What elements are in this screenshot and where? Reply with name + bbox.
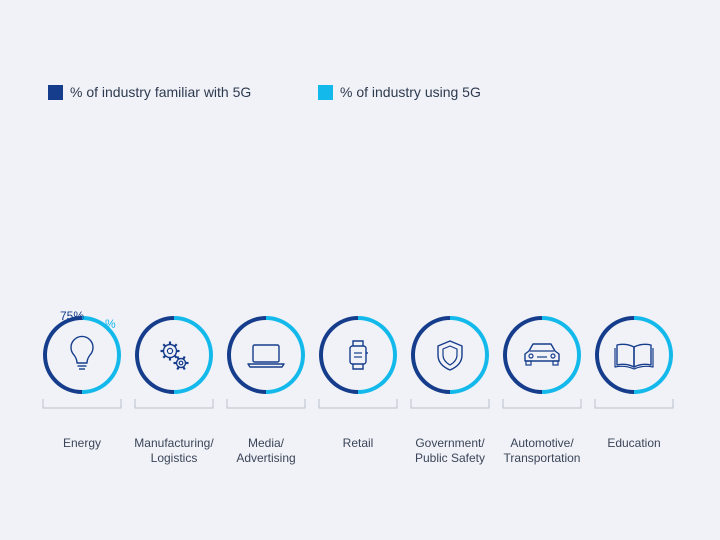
category-label-4: Government/ Public Safety: [414, 436, 486, 465]
legend-item-using: % of industry using 5G: [318, 84, 481, 100]
bracket-6: [594, 399, 674, 409]
smartwatch-icon: [349, 340, 368, 370]
arc-using-0: [81, 316, 121, 394]
donut-chart: 75%%: [42, 309, 674, 409]
donut-1: [134, 316, 214, 409]
annotation-familiar-energy: 75%: [60, 309, 84, 323]
bracket-1: [134, 399, 214, 409]
gears-icon: [160, 341, 189, 371]
arc-using-6: [633, 316, 673, 394]
arc-using-2: [265, 316, 305, 394]
book-icon: [614, 343, 654, 370]
category-label-6: Education: [607, 436, 661, 450]
legend-swatch-using: [318, 84, 333, 100]
bracket-3: [318, 399, 398, 409]
arc-using-1: [173, 316, 213, 394]
arc-familiar-2: [227, 316, 267, 394]
donut-4: [410, 316, 490, 409]
bracket-4: [410, 399, 490, 409]
category-label-0: Energy: [62, 436, 102, 450]
arc-familiar-3: [319, 316, 359, 394]
donut-0: [42, 316, 122, 409]
bracket-0: [42, 399, 122, 409]
lightbulb-icon: [70, 335, 94, 370]
legend-swatch-familiar: [48, 84, 63, 100]
arc-familiar-4: [411, 316, 451, 394]
legend-label-familiar: % of industry familiar with 5G: [70, 84, 252, 100]
donut-5: [502, 316, 582, 409]
category-label-1: Manufacturing/ Logistics: [134, 436, 214, 465]
arc-familiar-5: [503, 316, 543, 394]
arc-using-3: [357, 316, 397, 394]
legend-item-familiar: % of industry familiar with 5G: [48, 84, 251, 100]
arc-familiar-1: [135, 316, 175, 394]
category-label-5: Automotive/ Transportation: [503, 436, 581, 465]
legend: % of industry familiar with 5G % of indu…: [48, 84, 688, 104]
arc-using-4: [449, 316, 489, 394]
arc-familiar-6: [595, 316, 635, 394]
donut-3: [318, 316, 398, 409]
category-label-2: Media/ Advertising: [236, 436, 296, 465]
arc-using-5: [541, 316, 581, 394]
car-icon: [524, 343, 560, 366]
shield-icon: [437, 340, 463, 371]
arc-familiar-0: [43, 316, 83, 394]
donut-2: [226, 316, 306, 409]
laptop-icon: [247, 344, 285, 368]
legend-label-using: % of industry using 5G: [340, 84, 481, 100]
category-label-3: Retail: [342, 436, 374, 450]
bracket-5: [502, 399, 582, 409]
annotation-using-energy: %: [105, 317, 116, 331]
donut-6: [594, 316, 674, 409]
bracket-2: [226, 399, 306, 409]
